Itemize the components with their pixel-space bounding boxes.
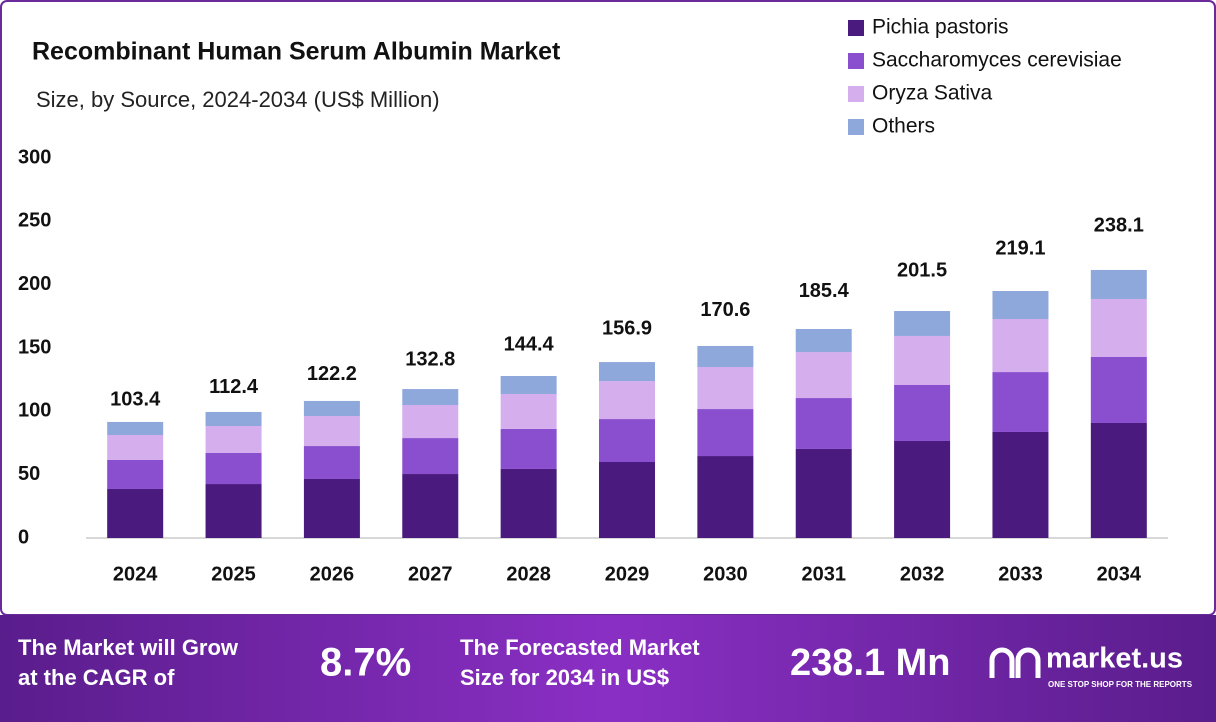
y-tick-label: 300 bbox=[18, 146, 51, 168]
bar-segment bbox=[992, 318, 1049, 373]
y-tick-label: 100 bbox=[18, 400, 51, 422]
bar-segment bbox=[500, 428, 557, 469]
x-tick-label: 2031 bbox=[801, 563, 846, 585]
x-tick-label: 2030 bbox=[703, 563, 748, 585]
tagline: ONE STOP SHOP FOR THE REPORTS bbox=[1048, 680, 1193, 689]
bar-segment bbox=[795, 352, 852, 399]
legend-swatch bbox=[848, 86, 864, 102]
bar-segment bbox=[205, 411, 262, 427]
bar-segment bbox=[894, 384, 951, 441]
legend-swatch bbox=[848, 119, 864, 135]
bar-segment bbox=[992, 372, 1049, 432]
y-tick-label: 200 bbox=[18, 273, 51, 295]
bar-segment bbox=[107, 421, 164, 436]
legend-label: Oryza Sativa bbox=[872, 82, 993, 105]
bar-segment bbox=[894, 440, 951, 538]
forecast-text: The Forecasted Market bbox=[460, 635, 700, 660]
x-tick-label: 2029 bbox=[605, 563, 650, 585]
cagr-text: The Market will Grow bbox=[18, 635, 239, 660]
bar-segment bbox=[402, 405, 459, 439]
x-tick-label: 2024 bbox=[113, 563, 158, 585]
y-tick-label: 0 bbox=[18, 526, 29, 548]
bar-segment bbox=[402, 389, 459, 405]
bar-segment bbox=[992, 291, 1049, 319]
chart-subtitle: Size, by Source, 2024-2034 (US$ Million) bbox=[36, 87, 440, 112]
bar-segment bbox=[1090, 356, 1147, 423]
forecast-text: Size for 2034 in US$ bbox=[460, 665, 669, 690]
bar-segment bbox=[599, 362, 655, 382]
bar-segment bbox=[697, 409, 754, 457]
total-label: 170.6 bbox=[700, 299, 750, 321]
footer: The Market will Grow at the CAGR of 8.7%… bbox=[18, 635, 1193, 690]
total-label: 112.4 bbox=[209, 376, 259, 398]
x-tick-label: 2025 bbox=[211, 563, 256, 585]
total-label: 122.2 bbox=[307, 363, 357, 385]
bar-segment bbox=[697, 456, 754, 538]
legend-swatch bbox=[848, 53, 864, 69]
bar-segment bbox=[303, 478, 360, 538]
chart-title: Recombinant Human Serum Albumin Market bbox=[32, 38, 561, 66]
total-label: 201.5 bbox=[897, 260, 947, 282]
bar-segment bbox=[500, 393, 557, 429]
bar-segment bbox=[107, 488, 164, 538]
total-label: 219.1 bbox=[995, 237, 1045, 259]
bar-segment bbox=[205, 484, 262, 538]
legend-label: Saccharomyces cerevisiae bbox=[872, 49, 1122, 72]
bar-segment bbox=[303, 400, 360, 417]
bar-segment bbox=[402, 438, 459, 475]
total-label: 185.4 bbox=[799, 280, 850, 302]
bar-segment bbox=[697, 345, 754, 367]
bar-segment bbox=[795, 448, 852, 538]
bar-segment bbox=[303, 446, 360, 479]
brand-logo bbox=[989, 647, 1041, 678]
x-tick-label: 2028 bbox=[506, 563, 551, 585]
y-tick-label: 150 bbox=[18, 336, 51, 358]
total-label: 156.9 bbox=[602, 317, 652, 339]
bar-segment bbox=[500, 375, 557, 394]
x-tick-label: 2034 bbox=[1097, 563, 1142, 585]
x-tick-label: 2033 bbox=[998, 563, 1043, 585]
bar-segment bbox=[599, 419, 655, 462]
y-tick-label: 250 bbox=[18, 210, 51, 232]
bar-segment bbox=[500, 468, 557, 538]
y-tick-label: 50 bbox=[18, 463, 40, 485]
bar-segment bbox=[303, 416, 360, 447]
total-label: 103.4 bbox=[110, 388, 161, 410]
bar-segment bbox=[599, 381, 655, 420]
bar-segment bbox=[1090, 269, 1147, 299]
bar-segment bbox=[795, 329, 852, 353]
legend-label: Pichia pastoris bbox=[872, 16, 1009, 39]
bar-segment bbox=[402, 474, 459, 538]
total-label: 144.4 bbox=[504, 333, 555, 355]
bar-segment bbox=[894, 311, 951, 336]
cagr-text: at the CAGR of bbox=[18, 665, 175, 690]
forecast-value: 238.1 Mn bbox=[790, 642, 951, 684]
bar-segment bbox=[599, 462, 655, 538]
bar-segment bbox=[697, 367, 754, 410]
bar-segment bbox=[992, 431, 1049, 538]
x-tick-label: 2026 bbox=[310, 563, 355, 585]
total-label: 238.1 bbox=[1094, 214, 1144, 236]
cagr-value: 8.7% bbox=[320, 641, 411, 685]
brand: market.us bbox=[1046, 643, 1183, 675]
bar-segment bbox=[1090, 298, 1147, 357]
bar-segment bbox=[205, 453, 262, 485]
bar-segment bbox=[795, 398, 852, 449]
total-label: 132.8 bbox=[405, 349, 455, 371]
x-tick-label: 2032 bbox=[900, 563, 945, 585]
x-tick-label: 2027 bbox=[408, 563, 453, 585]
bar-segment bbox=[107, 435, 164, 460]
bar-segment bbox=[1090, 422, 1147, 538]
legend-swatch bbox=[848, 20, 864, 36]
bar-segment bbox=[894, 335, 951, 385]
legend-label: Others bbox=[872, 115, 935, 138]
bar-segment bbox=[205, 426, 262, 454]
bar-segment bbox=[107, 459, 164, 489]
